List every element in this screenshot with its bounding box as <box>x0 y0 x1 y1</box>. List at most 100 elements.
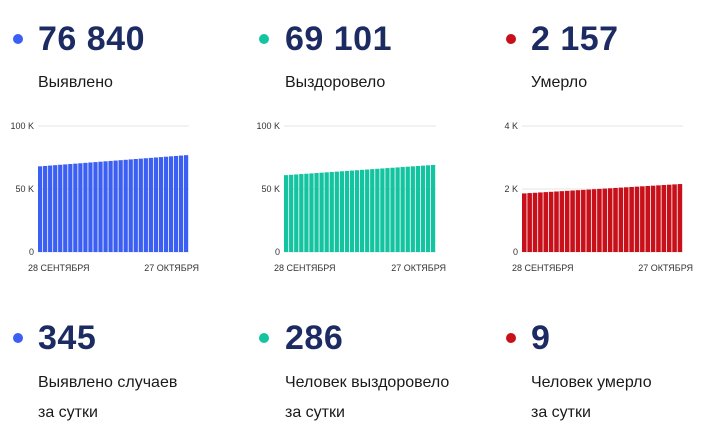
bar <box>309 173 314 252</box>
bar <box>108 160 113 252</box>
bar <box>118 160 123 252</box>
bar <box>575 190 581 252</box>
daily-detected-value: 345 <box>38 319 97 357</box>
bar <box>677 184 683 252</box>
bar <box>168 156 174 252</box>
total-detected-label: Выявлено <box>38 74 113 91</box>
bar <box>284 175 289 252</box>
bar <box>43 165 48 252</box>
bar <box>425 165 431 252</box>
x-start-label: 28 СЕНТЯБРЯ <box>274 263 336 273</box>
bar <box>48 165 53 252</box>
bar <box>173 155 179 252</box>
y-tick-label: 2 K <box>504 184 518 194</box>
bar <box>602 188 608 252</box>
y-tick-label: 50 K <box>15 184 34 194</box>
daily-died-line2: за сутки <box>531 403 591 421</box>
bar <box>629 186 634 252</box>
bar <box>73 163 78 252</box>
bar <box>319 172 324 252</box>
bar <box>430 164 436 252</box>
bar <box>329 171 334 252</box>
daily-died-value: 9 <box>531 319 551 357</box>
bar <box>410 166 415 252</box>
dot-daily-detected <box>13 333 23 343</box>
bar <box>289 174 294 252</box>
dot-detected <box>13 34 23 44</box>
total-detected-value: 76 840 <box>38 20 145 58</box>
daily-died-label: Человек умерло за сутки <box>531 368 652 427</box>
bar <box>334 171 339 252</box>
bar <box>83 162 88 252</box>
bar <box>314 173 319 252</box>
bar <box>554 191 559 252</box>
bar <box>420 165 426 252</box>
daily-recovered-line2: за сутки <box>285 403 345 421</box>
bar <box>178 155 184 252</box>
bar <box>400 167 405 252</box>
bar <box>548 191 554 252</box>
bar <box>672 184 677 252</box>
y-tick-label: 0 <box>513 247 518 257</box>
bar <box>148 157 153 252</box>
y-tick-label: 100 K <box>10 121 34 131</box>
y-tick-label: 0 <box>29 247 34 257</box>
bar <box>415 165 420 252</box>
bar <box>133 159 138 252</box>
bar <box>294 174 299 252</box>
dot-died <box>506 34 516 44</box>
y-tick-label: 50 K <box>261 184 280 194</box>
bar <box>299 174 304 252</box>
daily-died-line1: Человек умерло <box>531 374 652 391</box>
bar <box>113 160 118 252</box>
bar <box>128 159 133 252</box>
bar <box>183 155 189 252</box>
bar <box>360 169 365 252</box>
bar <box>650 185 656 252</box>
bar <box>543 192 549 252</box>
bar <box>68 164 73 252</box>
bar <box>138 158 143 252</box>
bar <box>143 158 148 252</box>
bar <box>58 164 63 252</box>
daily-detected-label: Выявлено случаев за сутки <box>38 368 177 427</box>
bar <box>623 187 629 252</box>
bar <box>103 161 108 252</box>
x-start-label: 28 СЕНТЯБРЯ <box>28 263 90 273</box>
bar <box>324 172 329 252</box>
daily-recovered-value: 286 <box>285 319 344 357</box>
bar <box>304 173 309 252</box>
bar <box>661 185 667 252</box>
bar <box>354 170 360 252</box>
bar <box>656 185 661 252</box>
bar <box>78 163 83 252</box>
bar <box>618 187 624 252</box>
bar <box>564 190 570 252</box>
bar <box>613 187 618 252</box>
bar <box>405 166 410 252</box>
bar <box>123 159 128 252</box>
bar <box>522 193 527 252</box>
bar <box>597 188 602 252</box>
bar <box>591 189 597 252</box>
x-end-label: 27 ОКТЯБРЯ <box>144 263 199 273</box>
chart-detected: 0 50 K 100 K 28 СЕНТЯБРЯ 27 ОКТЯБРЯ <box>10 121 199 273</box>
bar <box>98 161 103 252</box>
bar <box>527 193 532 252</box>
bar <box>390 167 395 252</box>
bar <box>158 157 164 252</box>
bar <box>370 169 375 252</box>
total-recovered-label: Выздоровело <box>285 74 386 91</box>
bar <box>586 189 591 252</box>
x-end-label: 27 ОКТЯБРЯ <box>391 263 446 273</box>
y-tick-label: 4 K <box>504 121 518 131</box>
bar <box>375 168 380 252</box>
chart-recovered: 0 50 K 100 K 28 СЕНТЯБРЯ 27 ОКТЯБРЯ <box>256 121 446 273</box>
bar <box>395 167 400 252</box>
daily-detected-line2: за сутки <box>38 403 98 421</box>
x-end-label: 27 ОКТЯБРЯ <box>638 263 693 273</box>
y-tick-label: 0 <box>275 247 280 257</box>
daily-recovered-label: Человек выздоровело за сутки <box>285 368 449 427</box>
bar <box>365 169 370 252</box>
bar <box>666 184 672 252</box>
